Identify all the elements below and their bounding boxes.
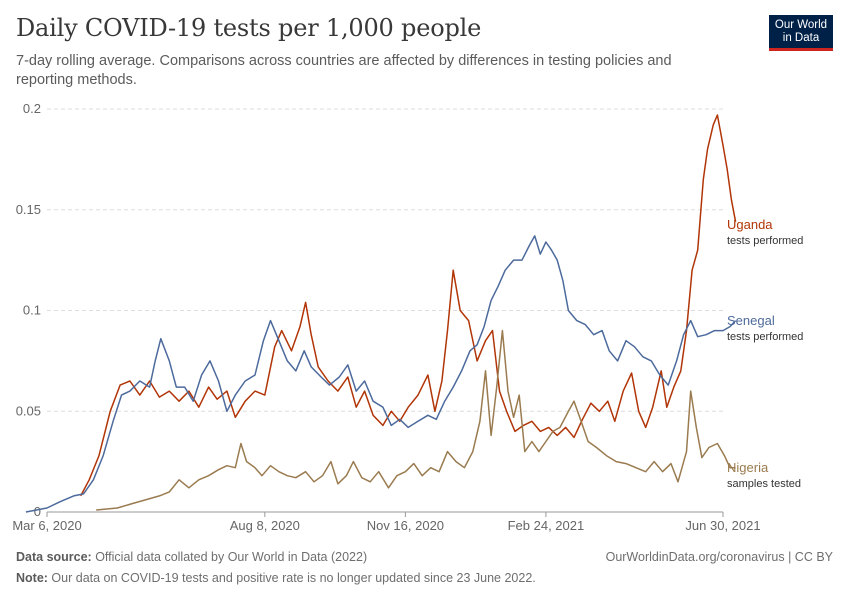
data-source: Data source: Official data collated by O…: [16, 550, 367, 564]
x-tick-label: Mar 6, 2020: [12, 518, 81, 533]
series-line-senegal: [25, 235, 737, 513]
series-line-uganda: [80, 114, 737, 497]
y-tick-label: 0.1: [23, 303, 41, 318]
chart-subtitle: 7-day rolling average. Comparisons acros…: [16, 53, 672, 88]
note: Note: Our data on COVID-19 tests and pos…: [16, 571, 536, 585]
legend-label-nigeria: Nigeria: [727, 460, 769, 475]
chart-title: Daily COVID-19 tests per 1,000 people: [16, 14, 482, 42]
legend-label-uganda: Uganda: [727, 217, 773, 232]
legend-sublabel-uganda: tests performed: [727, 235, 803, 247]
owid-logo[interactable]: Our World in Data: [769, 15, 833, 51]
note-label: Note:: [16, 571, 48, 585]
y-tick-label: 0.15: [16, 202, 41, 217]
series-line-nigeria: [96, 329, 736, 511]
credit-link[interactable]: OurWorldinData.org/coronavirus | CC BY: [605, 550, 833, 564]
y-tick-label: 0: [34, 504, 41, 519]
legend-label-senegal: Senegal: [727, 313, 775, 328]
x-tick-label: Feb 24, 2021: [508, 518, 585, 533]
note-text: Our data on COVID-19 tests and positive …: [47, 571, 536, 585]
x-tick-label: Nov 16, 2020: [367, 518, 444, 533]
x-tick-label: Jun 30, 2021: [685, 518, 760, 533]
logo-line-1: Our World: [774, 19, 828, 31]
data-source-label: Data source:: [16, 550, 92, 564]
x-tick-label: Aug 8, 2020: [230, 518, 300, 533]
logo-line-2: in Data: [782, 32, 820, 44]
legend-sublabel-senegal: tests performed: [727, 331, 803, 343]
data-source-text: Official data collated by Our World in D…: [91, 550, 368, 564]
legend-sublabel-nigeria: samples tested: [727, 478, 801, 490]
y-tick-label: 0.05: [16, 403, 41, 418]
y-tick-label: 0.2: [23, 101, 41, 116]
